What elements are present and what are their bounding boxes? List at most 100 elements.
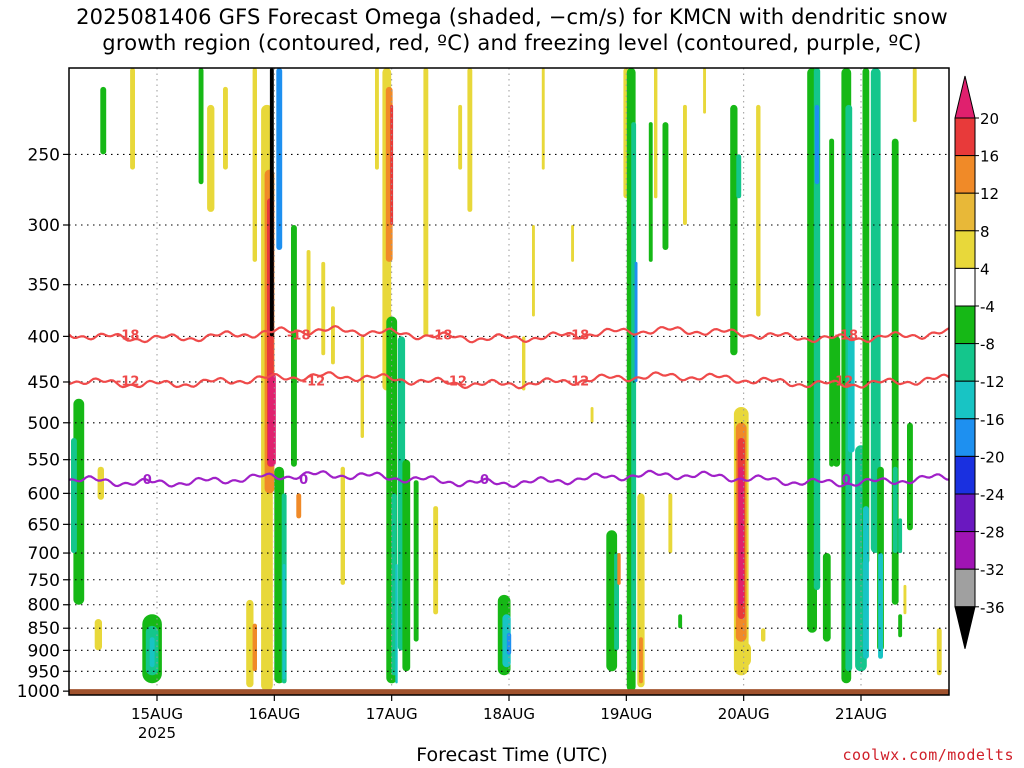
y-tick-label: 750 xyxy=(28,571,60,591)
omega-shade-blob xyxy=(276,68,283,250)
omega-shade-blob xyxy=(736,641,751,668)
omega-shade-blob xyxy=(223,86,228,170)
omega-shade-blob xyxy=(847,336,855,453)
omega-shade-blob xyxy=(402,459,411,672)
omega-shade-blob xyxy=(340,466,345,585)
omega-shade-blob xyxy=(678,614,683,629)
omega-shade-blob xyxy=(413,480,419,642)
omega-shade-blob xyxy=(321,261,326,356)
colorbar-segment xyxy=(954,493,976,533)
colorbar-segment xyxy=(954,343,976,382)
omega-shading xyxy=(71,68,942,692)
colorbar-label: 8 xyxy=(980,223,990,241)
title-line-2: growth region (contoured, red, ºC) and f… xyxy=(102,31,922,55)
colorbar-segment xyxy=(954,267,976,307)
omega-shade-blob xyxy=(703,68,706,114)
contour-label: -18 xyxy=(835,328,859,343)
x-tick-sublabel: 2025 xyxy=(138,724,176,742)
contour-label: 0 xyxy=(299,473,308,488)
colorbar-segment xyxy=(954,230,976,269)
colorbar-label: 16 xyxy=(980,148,999,166)
omega-shade-blob xyxy=(100,86,107,155)
colorbar-label: -24 xyxy=(980,486,1005,504)
contour-label: -18 xyxy=(429,328,453,343)
ground-fill xyxy=(69,689,949,695)
omega-shade-blob xyxy=(590,407,594,423)
x-tick-label: 17AUG xyxy=(366,705,418,723)
contour-label: -18 xyxy=(287,328,311,343)
omega-shade-blob xyxy=(360,336,364,438)
omega-shade-blob xyxy=(246,599,254,688)
omega-shade-blob xyxy=(506,632,512,655)
y-tick-label: 800 xyxy=(28,596,60,616)
omega-shade-blob xyxy=(390,104,394,225)
omega-shade-blob xyxy=(878,553,883,659)
omega-shade-blob xyxy=(892,466,898,554)
omega-shade-blob xyxy=(813,68,821,590)
contour-line xyxy=(69,324,949,344)
omega-shade-blob xyxy=(761,628,766,642)
omega-shade-blob xyxy=(907,422,913,531)
omega-shade-blob xyxy=(331,306,335,365)
omega-shade-blob xyxy=(467,68,473,212)
omega-shade-blob xyxy=(730,104,738,356)
contour-label: -12 xyxy=(116,374,140,389)
colorbar-label: -28 xyxy=(980,524,1005,542)
ground-layer xyxy=(69,689,949,695)
omega-shade-blob xyxy=(898,518,903,554)
colorbar-label: -12 xyxy=(980,373,1005,391)
omega-shade-blob xyxy=(296,493,302,519)
y-tick-label: 1000 xyxy=(17,682,60,702)
omega-shade-blob xyxy=(738,466,744,605)
omega-shade-blob xyxy=(207,104,215,212)
x-tick-label: 18AUG xyxy=(483,705,535,723)
omega-shade-blob xyxy=(634,261,638,382)
omega-shade-blob xyxy=(252,623,257,672)
omega-shade-blob xyxy=(375,68,379,170)
omega-shade-blob xyxy=(631,122,637,672)
colorbar-bottom-arrow xyxy=(954,606,976,649)
colorbar-segment xyxy=(954,568,976,608)
contour-label: -12 xyxy=(566,374,590,389)
colorbar-label: -20 xyxy=(980,448,1005,466)
colorbar-label: -16 xyxy=(980,411,1005,429)
omega-shade-blob xyxy=(97,466,104,500)
y-tick-label: 550 xyxy=(28,451,60,471)
colorbar-label: 12 xyxy=(980,185,999,203)
contour-label: -18 xyxy=(116,328,140,343)
omega-shade-blob xyxy=(898,614,903,638)
omega-shade-blob xyxy=(541,68,545,170)
omega-shade-blob xyxy=(756,104,761,317)
omega-shade-blob xyxy=(829,138,835,467)
colorbar-label: 20 xyxy=(980,110,999,128)
omega-shade-blob xyxy=(458,104,463,170)
omega-shade-blob xyxy=(870,68,881,553)
omega-shade-blob xyxy=(936,628,942,676)
omega-shade-blob xyxy=(814,104,820,185)
y-tick-label: 900 xyxy=(28,641,60,661)
omega-shade-blob xyxy=(863,506,869,659)
omega-shade-blob xyxy=(683,104,687,225)
omega-shade-blob xyxy=(862,68,870,564)
y-axis: 2503003504004505005506006507007508008509… xyxy=(17,145,69,702)
contour-line xyxy=(69,371,949,390)
source-credit: coolwx.com/modelts xyxy=(842,746,1014,764)
omega-shade-blob xyxy=(571,225,574,262)
contour-label: 0 xyxy=(143,473,152,488)
omega-shade-blob xyxy=(522,336,526,391)
omega-shade-blob xyxy=(274,466,285,684)
omega-shade-blob xyxy=(291,225,297,467)
colorbar-segment xyxy=(954,455,976,495)
title-line-1: 2025081406 GFS Forecast Omega (shaded, −… xyxy=(76,5,948,29)
contour-line xyxy=(69,469,949,489)
omega-shade-blob xyxy=(668,493,673,554)
colorbar-top-arrow xyxy=(954,75,976,119)
y-tick-label: 500 xyxy=(28,414,60,434)
y-tick-label: 600 xyxy=(28,484,60,504)
y-tick-label: 700 xyxy=(28,544,60,564)
colorbar-segment xyxy=(954,192,976,232)
x-axis-title: Forecast Time (UTC) xyxy=(416,744,608,766)
colorbar: 20 16 12 8 4 -4 -8 -12 -16 -20 -24 -28 -32 -36 xyxy=(954,75,1005,649)
colorbar-label: -32 xyxy=(980,561,1005,579)
